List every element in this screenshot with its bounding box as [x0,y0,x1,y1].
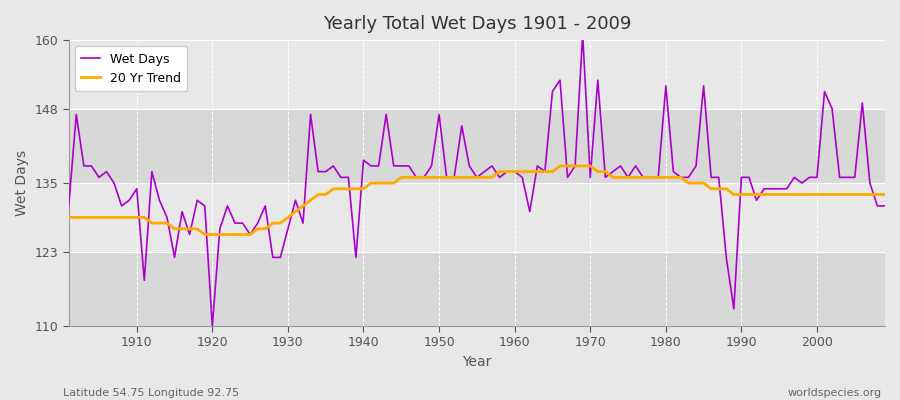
Bar [68,40,885,109]
Wet Days [517,175,527,180]
Text: worldspecies.org: worldspecies.org [788,388,882,398]
20 Yr Trend [343,186,354,191]
Text: Latitude 54.75 Longitude 92.75: Latitude 54.75 Longitude 92.75 [63,388,239,398]
Wet Days [207,324,218,328]
Bar [68,183,885,252]
20 Yr Trend [63,215,74,220]
20 Yr Trend [509,169,520,174]
Title: Yearly Total Wet Days 1901 - 2009: Yearly Total Wet Days 1901 - 2009 [323,15,631,33]
Wet Days [615,164,626,168]
20 Yr Trend [554,164,565,168]
Wet Days [577,32,588,37]
Bar [68,109,885,183]
Legend: Wet Days, 20 Yr Trend: Wet Days, 20 Yr Trend [75,46,187,91]
Wet Days [63,204,74,208]
20 Yr Trend [200,232,211,237]
Line: Wet Days: Wet Days [68,34,885,326]
20 Yr Trend [879,192,890,197]
Wet Days [298,221,309,226]
Y-axis label: Wet Days: Wet Days [15,150,29,216]
Line: 20 Yr Trend: 20 Yr Trend [68,166,885,234]
Wet Days [509,169,520,174]
20 Yr Trend [124,215,135,220]
20 Yr Trend [517,169,527,174]
20 Yr Trend [615,175,626,180]
X-axis label: Year: Year [463,355,491,369]
Wet Days [879,204,890,208]
Wet Days [124,198,135,203]
Bar [68,252,885,326]
20 Yr Trend [298,204,309,208]
Wet Days [343,175,354,180]
